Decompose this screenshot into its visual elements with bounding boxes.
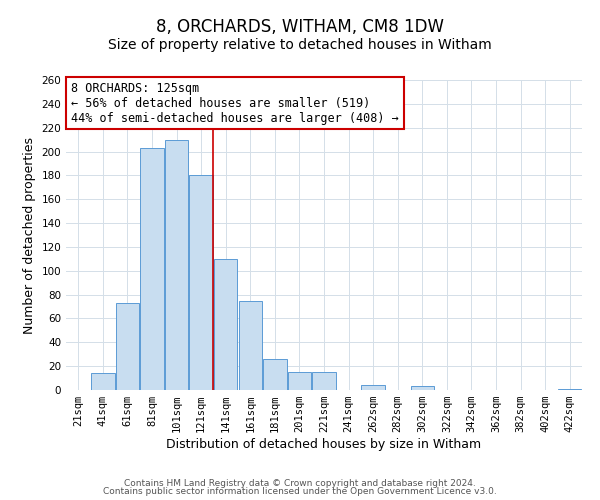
- Text: Contains HM Land Registry data © Crown copyright and database right 2024.: Contains HM Land Registry data © Crown c…: [124, 478, 476, 488]
- Bar: [116, 303, 139, 390]
- Text: 8, ORCHARDS, WITHAM, CM8 1DW: 8, ORCHARDS, WITHAM, CM8 1DW: [156, 18, 444, 36]
- Text: Size of property relative to detached houses in Witham: Size of property relative to detached ho…: [108, 38, 492, 52]
- Y-axis label: Number of detached properties: Number of detached properties: [23, 136, 36, 334]
- Bar: [214, 259, 238, 390]
- Bar: [361, 385, 385, 390]
- Bar: [410, 386, 434, 390]
- Bar: [190, 176, 213, 390]
- Bar: [558, 389, 581, 390]
- Bar: [313, 372, 335, 390]
- Bar: [140, 148, 164, 390]
- Text: Contains public sector information licensed under the Open Government Licence v3: Contains public sector information licen…: [103, 487, 497, 496]
- Bar: [288, 372, 311, 390]
- Bar: [165, 140, 188, 390]
- Text: 8 ORCHARDS: 125sqm
← 56% of detached houses are smaller (519)
44% of semi-detach: 8 ORCHARDS: 125sqm ← 56% of detached hou…: [71, 82, 399, 124]
- Bar: [91, 374, 115, 390]
- X-axis label: Distribution of detached houses by size in Witham: Distribution of detached houses by size …: [166, 438, 482, 451]
- Bar: [239, 300, 262, 390]
- Bar: [263, 359, 287, 390]
